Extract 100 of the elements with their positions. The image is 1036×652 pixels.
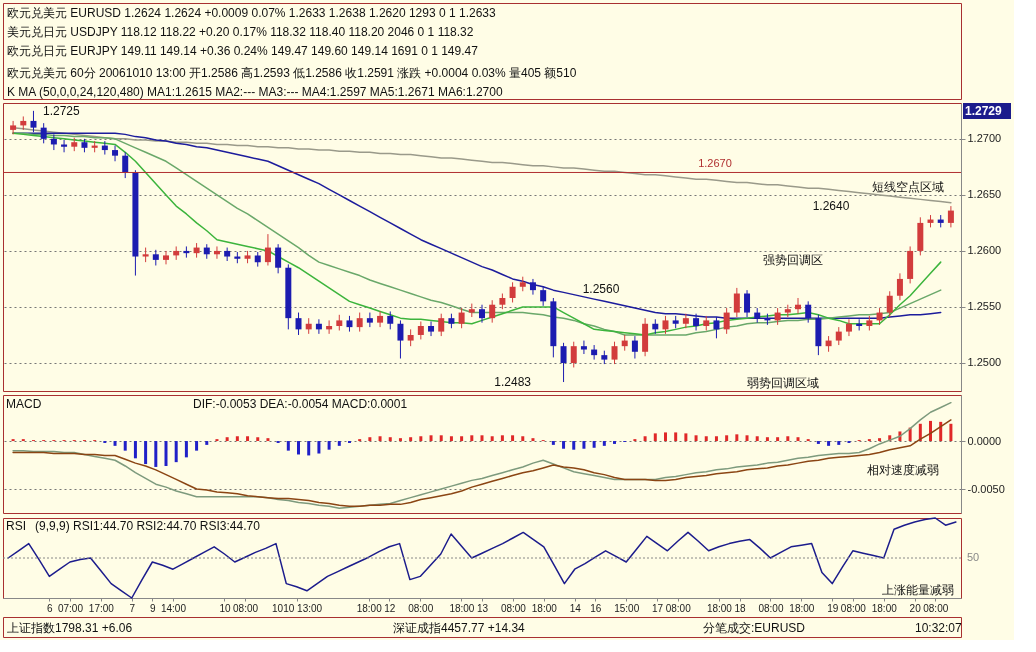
- text: K MA (50,0,0,24,120,480) MA1:1.2615 MA2:--- MA3:--- MA4:1.2597 MA5:1.2671 MA6:1.2700: [7, 85, 503, 99]
- x-tick-label: 17:00: [88, 602, 115, 614]
- x-tick-label: 14: [569, 602, 582, 614]
- candlestick: [805, 300, 812, 324]
- x-tick-label: 18:00: [531, 602, 558, 614]
- bar: [256, 437, 260, 442]
- candlestick: [733, 287, 740, 318]
- text: 美元兑日元 USDJPY 118.12 118.22 +0.20 0.17% 118.32 118.40 118.20 2046 0 1 118.32: [7, 25, 474, 39]
- bar: [297, 441, 301, 455]
- bar: [368, 437, 372, 442]
- candlestick: [570, 341, 577, 368]
- text: 1.2729: [965, 104, 1003, 118]
- candlestick: [112, 145, 119, 162]
- x-tick-label: 08:00: [758, 602, 784, 614]
- bar: [439, 435, 443, 442]
- bar: [113, 441, 117, 446]
- candlestick: [428, 321, 435, 337]
- candlestick: [30, 110, 37, 133]
- bar: [235, 436, 239, 442]
- annotation: 弱势回调区域: [747, 376, 819, 390]
- candlestick: [723, 307, 730, 335]
- candlestick: [845, 318, 852, 337]
- candlestick: [183, 245, 190, 259]
- y-tick-label: 1.2650: [967, 188, 1002, 201]
- text: 欧元兑美元 60分 20061010 13:00 开1.2586 高1.2593 低1.2586 收1.2591 涨跌 +0.0004 0.03% 量405 额510: [7, 66, 577, 80]
- x-tick-label: 08:00: [500, 602, 527, 614]
- x-tick-label: 7: [129, 602, 136, 614]
- bar: [327, 441, 331, 450]
- bar: [602, 441, 606, 446]
- bar: [205, 441, 209, 445]
- bar: [878, 438, 882, 442]
- annotation: 短线空点区域: [872, 180, 944, 194]
- bar: [184, 441, 188, 458]
- candlestick: [713, 316, 720, 339]
- x-tick-label: 9: [150, 602, 157, 614]
- candlestick: [509, 281, 516, 303]
- bar: [745, 435, 749, 442]
- annotation: 1.2725: [43, 104, 81, 118]
- text: 欧元兑美元 EURUSD 1.2624 1.2624 +0.0009 0.07% 1.2633 1.2638 1.2620 1293 0 1 1.2633: [7, 6, 496, 20]
- bar: [674, 432, 678, 442]
- y-tick-label: -0.0050: [967, 482, 1005, 495]
- ref-line-label: 50: [967, 551, 980, 563]
- bar: [796, 437, 800, 442]
- bar: [225, 437, 229, 442]
- y-tick-label: 1.2550: [967, 300, 1002, 313]
- candlestick: [122, 151, 129, 179]
- candlestick: [682, 313, 689, 329]
- bar: [572, 441, 576, 450]
- bar: [123, 441, 127, 451]
- bar: [490, 436, 494, 442]
- bar: [409, 437, 413, 442]
- annotation: (9,9,9) RSI1:44.70 RSI2:44.70 RSI3:44.70: [35, 519, 261, 533]
- bar: [562, 441, 566, 449]
- bar: [470, 435, 474, 442]
- y-tick-label: 1.2600: [967, 244, 1002, 257]
- candlestick: [326, 319, 333, 335]
- bar: [398, 438, 402, 442]
- x-tick-label: 6: [47, 602, 54, 614]
- annotation: RSI: [6, 519, 27, 533]
- x-tick-label: 1010 13:00: [272, 602, 323, 614]
- candlestick: [479, 304, 485, 324]
- x-tick-label: 17: [652, 602, 664, 614]
- candlestick: [61, 139, 68, 153]
- bar: [419, 436, 423, 442]
- x-tick-label: 15:00: [614, 602, 640, 614]
- bar: [684, 433, 688, 442]
- candlestick: [438, 313, 445, 337]
- candlestick: [377, 310, 384, 328]
- text: 10:32:07: [915, 621, 963, 635]
- annotation: 相对速度减弱: [867, 463, 939, 477]
- annotation: DIF:-0.0053 DEA:-0.0054 MACD:0.0001: [193, 397, 408, 411]
- x-tick-label: 18:00: [871, 602, 898, 614]
- annotation: 强势回调区: [763, 253, 823, 267]
- bar: [286, 441, 290, 451]
- x-tick-label: 08:00: [665, 602, 692, 614]
- bar: [582, 441, 586, 449]
- y-tick-label: 0.0000: [967, 434, 1002, 447]
- bar: [613, 441, 617, 444]
- bar: [133, 441, 137, 459]
- x-tick-label: 18:00: [706, 602, 733, 614]
- bar: [388, 437, 392, 442]
- x-tick-label: 18:00: [789, 602, 815, 614]
- y-tick-label: 1.2500: [967, 356, 1002, 369]
- bar: [592, 441, 596, 448]
- x-tick-label: 13: [476, 602, 489, 614]
- candlestick: [397, 319, 404, 359]
- bar: [714, 436, 718, 442]
- candlestick: [489, 299, 496, 324]
- bar: [776, 437, 780, 442]
- bar: [837, 441, 841, 445]
- candlestick: [529, 278, 536, 296]
- bar: [429, 435, 433, 442]
- bar: [816, 441, 820, 444]
- bar: [939, 421, 943, 442]
- bar: [246, 436, 250, 442]
- bar: [765, 437, 769, 442]
- candlestick: [611, 341, 618, 365]
- candlestick: [213, 245, 220, 260]
- bar: [449, 436, 453, 442]
- bar: [480, 435, 484, 442]
